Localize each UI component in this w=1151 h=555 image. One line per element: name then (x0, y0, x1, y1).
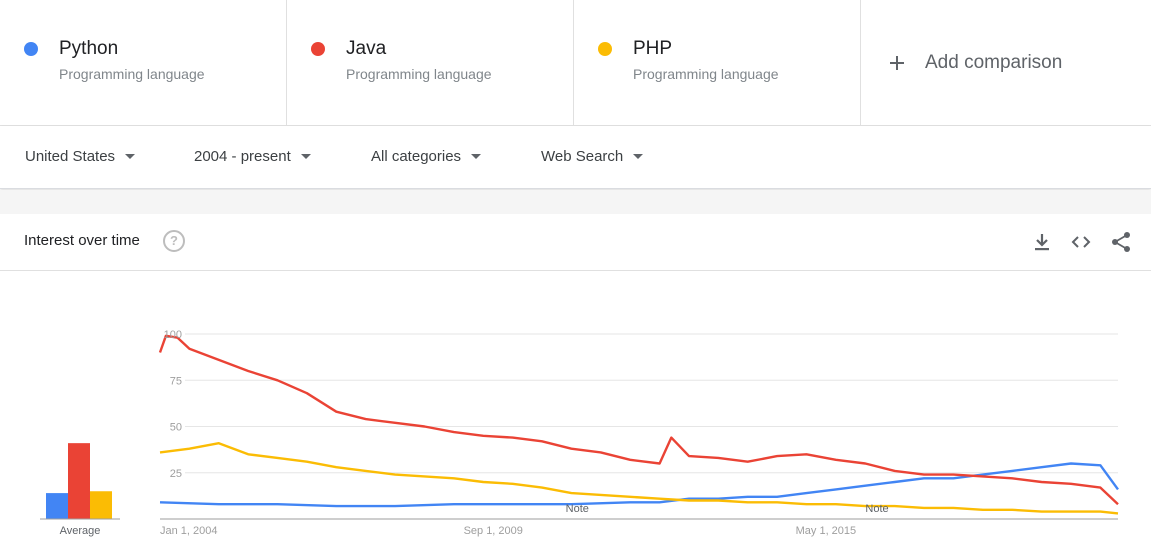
interest-over-time-chart: Average 25 50 75 100 Jan 1, 2004 Sep 1, 2009 M… (40, 329, 1119, 537)
term-card-python[interactable]: Python Programming language (0, 0, 287, 125)
term-name: Python (59, 38, 119, 59)
search-type-value: Web Search (541, 148, 624, 165)
chevron-down-icon (300, 154, 311, 159)
category-value: All categories (371, 148, 462, 165)
python-color-dot (24, 42, 38, 56)
chevron-down-icon (471, 154, 482, 159)
series-line-python (159, 462, 1119, 508)
x-tick-label: Sep 1, 2009 (464, 525, 523, 537)
plus-icon (890, 56, 904, 70)
section-gap (0, 190, 1151, 214)
x-tick-label: May 1, 2015 (796, 525, 857, 537)
php-color-dot (598, 42, 612, 56)
y-tick-label: 25 (170, 468, 182, 480)
time-range-dropdown[interactable]: 2004 - present (194, 148, 311, 165)
category-dropdown[interactable]: All categories (371, 148, 482, 165)
average-bar-python (46, 493, 68, 519)
average-label: Average (60, 525, 101, 537)
panel-title: Interest over time (24, 232, 140, 249)
y-tick-label: 75 (170, 375, 182, 387)
search-type-dropdown[interactable]: Web Search (541, 148, 644, 165)
term-card-java[interactable]: Java Programming language (287, 0, 574, 125)
series-line-php (159, 441, 1119, 515)
term-name: PHP (633, 38, 673, 59)
interest-over-time-header: Interest over time ? (0, 214, 1151, 271)
download-icon[interactable] (1030, 230, 1054, 254)
average-bar-java (68, 443, 90, 519)
term-description: Programming language (633, 66, 779, 82)
y-tick-label: 100 (164, 329, 182, 341)
filter-bar: United States 2004 - present All categor… (0, 126, 1151, 189)
add-comparison-button[interactable]: Add comparison (861, 0, 1151, 125)
y-tick-label: 50 (170, 422, 182, 434)
term-card-php[interactable]: PHP Programming language (574, 0, 861, 125)
chevron-down-icon (633, 154, 644, 159)
region-dropdown[interactable]: United States (25, 148, 136, 165)
share-icon[interactable] (1109, 230, 1133, 254)
add-comparison-label: Add comparison (925, 52, 1063, 73)
embed-code-icon[interactable] (1069, 230, 1093, 254)
term-description: Programming language (346, 66, 492, 82)
x-tick-label: Jan 1, 2004 (160, 525, 218, 537)
chevron-down-icon (125, 154, 136, 159)
chart-axis-labels: 25 50 75 100 Jan 1, 2004 Sep 1, 2009 May 1, 20… (160, 329, 889, 537)
time-range-value: 2004 - present (194, 148, 291, 165)
help-circle-icon[interactable]: ? (163, 230, 185, 252)
term-description: Programming language (59, 66, 205, 82)
region-value: United States (25, 148, 116, 165)
note-marker: Note (566, 503, 589, 515)
average-bar-chart: Average (40, 443, 120, 537)
series-line-java (158, 334, 1119, 506)
chart-series (158, 334, 1119, 515)
java-color-dot (311, 42, 325, 56)
note-marker: Note (865, 503, 888, 515)
chart-gridlines (160, 333, 1118, 520)
term-name: Java (346, 38, 387, 59)
comparison-terms-bar: Python Programming language Java Program… (0, 0, 1151, 126)
average-bar-php (90, 491, 112, 519)
